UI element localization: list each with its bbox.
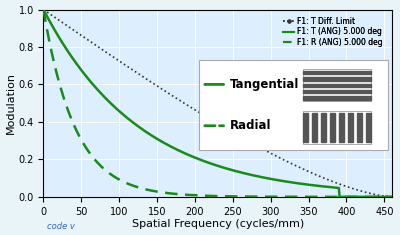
X-axis label: Spatial Frequency (cycles/mm): Spatial Frequency (cycles/mm) — [132, 219, 304, 229]
Bar — [312, 113, 317, 142]
Bar — [303, 90, 371, 93]
Text: code v: code v — [47, 222, 75, 231]
FancyBboxPatch shape — [303, 69, 371, 102]
Bar — [358, 113, 362, 142]
Bar — [303, 113, 308, 142]
FancyBboxPatch shape — [303, 111, 371, 144]
Legend: F1: T Diff. Limit, F1: T (ANG) 5.000 deg, F1: R (ANG) 5.000 deg: F1: T Diff. Limit, F1: T (ANG) 5.000 deg… — [282, 15, 385, 48]
FancyBboxPatch shape — [198, 60, 388, 150]
Bar — [348, 113, 353, 142]
Bar — [303, 84, 371, 87]
Text: Tangential: Tangential — [230, 78, 299, 91]
Bar — [321, 113, 326, 142]
Bar — [330, 113, 335, 142]
Bar — [366, 113, 371, 142]
Bar — [339, 113, 344, 142]
Y-axis label: Modulation: Modulation — [6, 72, 16, 134]
Bar — [303, 96, 371, 100]
Bar — [303, 71, 371, 74]
Bar — [303, 77, 371, 81]
Text: Radial: Radial — [230, 119, 271, 132]
